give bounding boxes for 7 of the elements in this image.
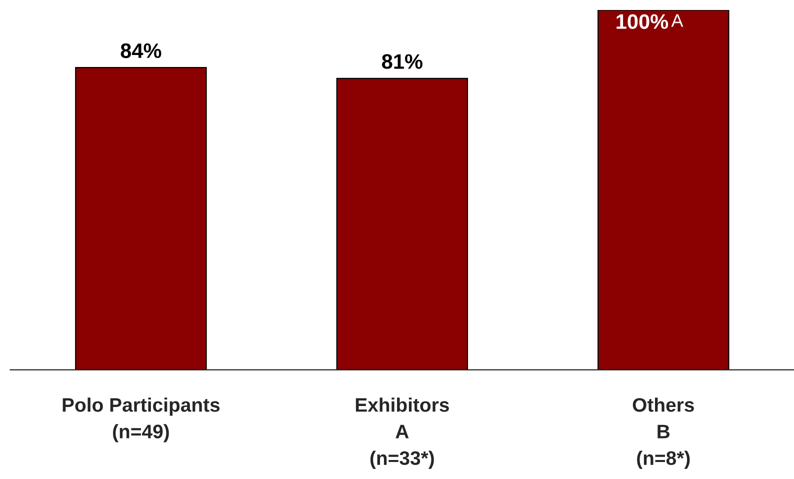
x-tick-label: Others B (n=8*)	[632, 398, 694, 469]
x-tick-label: Exhibitors A (n=33*)	[356, 398, 449, 469]
data-label: 84%	[120, 43, 162, 58]
annotation: A	[671, 14, 684, 27]
data-label: 100%	[616, 14, 668, 29]
x-tick-label: Polo Participants (n=49)	[62, 398, 220, 442]
data-label: 81%	[382, 54, 422, 69]
